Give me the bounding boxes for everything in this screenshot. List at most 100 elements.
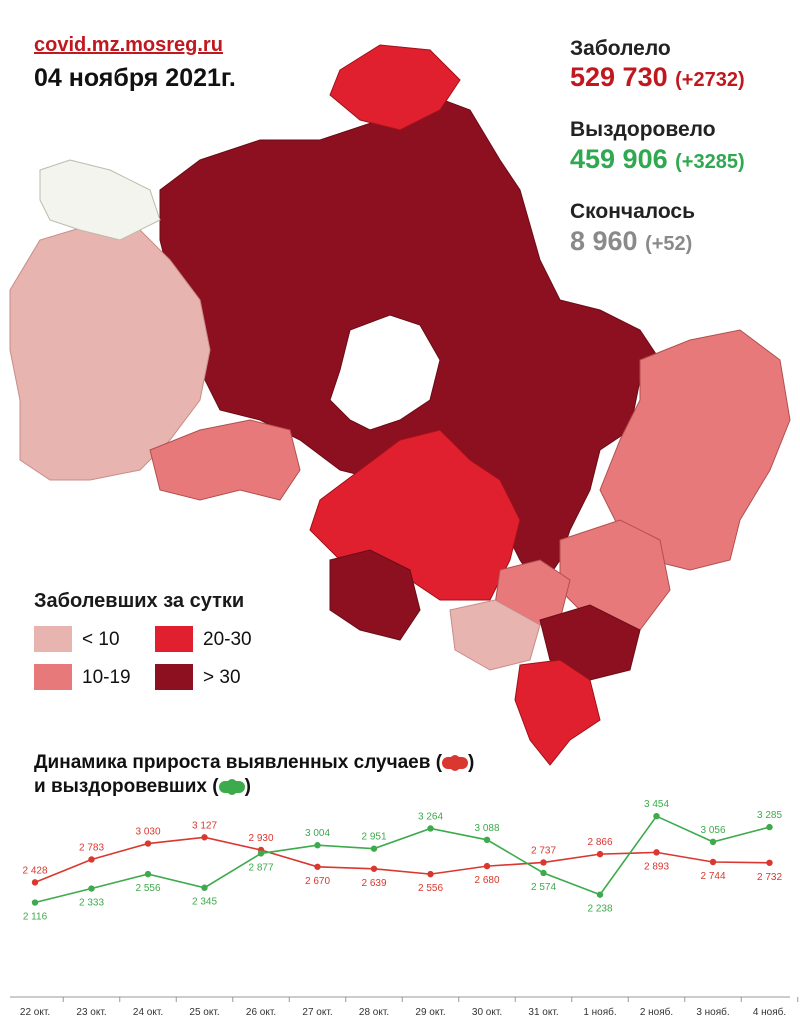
legend-title: Заболевших за сутки — [34, 590, 245, 612]
recovered-delta: (+3285) — [675, 151, 745, 173]
sick-stat: 529 730 (+2732) — [570, 62, 745, 93]
data-label-0-6: 2 639 — [361, 878, 386, 889]
x-tick-label-4: 26 окт. — [246, 1007, 276, 1018]
dynamics-chart: 2 428 2 783 3 030 3 127 2 930 2 670 2 639 2 556… — [10, 800, 799, 1018]
data-label-0-10: 2 866 — [587, 837, 612, 848]
map-naro-fominsk — [149, 419, 301, 501]
data-label-1-8: 3 088 — [474, 823, 499, 834]
x-tick-label-2: 24 окт. — [133, 1007, 163, 1018]
legend-label-20-30: 20-30 — [203, 629, 252, 650]
series-point-1-2 — [144, 870, 152, 878]
x-tick-label-0: 22 окт. — [20, 1007, 50, 1018]
x-tick-label-9: 31 окт. — [528, 1007, 558, 1018]
map-serebryanye-prudy — [514, 659, 601, 766]
legend-label-10-19: 10-19 — [82, 667, 131, 688]
data-label-1-2: 2 556 — [135, 883, 160, 894]
x-tick-label-12: 3 нояб. — [696, 1006, 729, 1018]
data-label-1-12: 3 056 — [700, 825, 725, 836]
region-map — [9, 44, 791, 766]
map-serpukhov — [329, 549, 421, 641]
series-point-0-1 — [88, 856, 95, 863]
data-label-0-7: 2 556 — [418, 883, 443, 894]
data-label-0-8: 2 680 — [474, 875, 499, 886]
data-label-1-7: 3 264 — [418, 811, 443, 822]
recovered-legend-marker — [218, 778, 245, 795]
x-tick-label-3: 25 окт. — [189, 1007, 219, 1018]
series-point-0-3 — [201, 834, 208, 841]
died-stat: 8 960 (+52) — [570, 226, 692, 257]
data-label-1-10: 2 238 — [587, 904, 612, 915]
series-point-0-9 — [540, 859, 547, 866]
cases-legend-marker — [442, 754, 469, 771]
series-point-0-0 — [31, 879, 39, 886]
data-label-0-1: 2 783 — [79, 842, 104, 853]
dynamics-title-line2: и выздоровевших () — [34, 776, 251, 797]
series-point-0-13 — [766, 859, 773, 866]
series-point-1-5 — [314, 842, 321, 849]
recovered-value: 459 906 — [570, 144, 668, 174]
legend-label-gt30: > 30 — [203, 667, 241, 688]
recovered-stat: 459 906 (+3285) — [570, 144, 745, 175]
series-point-1-6 — [370, 845, 378, 852]
series-point-1-4 — [257, 850, 265, 857]
map-northwest — [39, 159, 161, 241]
died-value: 8 960 — [570, 226, 638, 256]
data-label-0-5: 2 670 — [305, 876, 330, 887]
source-link[interactable]: covid.mz.mosreg.ru — [34, 34, 223, 56]
legend-label-lt10: < 10 — [82, 629, 120, 650]
x-tick-label-7: 29 окт. — [415, 1007, 445, 1018]
data-label-0-0: 2 428 — [22, 865, 47, 876]
data-label-1-3: 2 345 — [192, 897, 217, 908]
series-point-0-10 — [596, 850, 604, 858]
series-point-1-0 — [31, 899, 39, 906]
data-label-1-6: 2 951 — [361, 832, 386, 843]
map-taldom — [329, 44, 461, 131]
data-label-1-5: 3 004 — [305, 828, 330, 839]
series-point-0-6 — [370, 865, 378, 872]
series-point-0-7 — [427, 870, 434, 878]
data-label-1-1: 2 333 — [79, 898, 104, 909]
series-point-0-8 — [483, 862, 491, 870]
died-label: Скончалось — [570, 200, 695, 223]
recovered-label: Выздоровело — [570, 118, 716, 141]
series-point-1-8 — [483, 836, 491, 844]
x-tick-label-6: 28 окт. — [359, 1007, 389, 1018]
dynamics-title-line1: Динамика прироста выявленных случаев () — [34, 752, 475, 773]
series-point-1-11 — [653, 812, 660, 820]
series-point-1-7 — [427, 825, 434, 832]
data-label-1-11: 3 454 — [644, 800, 669, 810]
series-point-0-2 — [144, 840, 152, 847]
series-line-1 — [34, 815, 770, 904]
map-moscow — [329, 314, 441, 431]
x-tick-label-8: 30 окт. — [472, 1007, 502, 1018]
map-east — [599, 329, 791, 571]
series-point-1-13 — [766, 823, 773, 831]
series-point-1-9 — [540, 869, 547, 877]
data-label-1-4: 2 877 — [248, 862, 273, 873]
legend-swatch-gt30 — [155, 664, 193, 690]
data-label-0-4: 2 930 — [248, 833, 273, 844]
legend-swatch-10-19 — [34, 664, 72, 690]
data-label-0-11: 2 893 — [644, 861, 669, 872]
series-point-1-3 — [201, 884, 208, 891]
map-kashira — [449, 599, 541, 671]
data-label-1-13: 3 285 — [757, 810, 782, 821]
data-label-0-9: 2 737 — [531, 845, 556, 856]
data-label-0-12: 2 744 — [700, 871, 725, 882]
data-label-0-3: 3 127 — [192, 820, 217, 831]
data-label-0-13: 2 732 — [757, 872, 782, 883]
series-point-1-10 — [596, 891, 604, 898]
report-date: 04 ноября 2021г. — [34, 64, 236, 92]
x-tick-label-5: 27 окт. — [302, 1007, 332, 1018]
series-point-1-12 — [709, 838, 717, 846]
x-tick-label-13: 4 нояб. — [753, 1006, 786, 1018]
x-tick-label-1: 23 окт. — [76, 1007, 106, 1018]
died-delta: (+52) — [645, 233, 693, 255]
series-line-0 — [34, 836, 770, 884]
series-point-0-5 — [314, 863, 321, 870]
x-tick-label-10: 1 нояб. — [583, 1006, 616, 1018]
sick-value: 529 730 — [570, 62, 668, 92]
series-point-1-1 — [88, 885, 95, 892]
data-label-1-9: 2 574 — [531, 882, 556, 893]
x-tick-label-11: 2 нояб. — [640, 1006, 673, 1018]
